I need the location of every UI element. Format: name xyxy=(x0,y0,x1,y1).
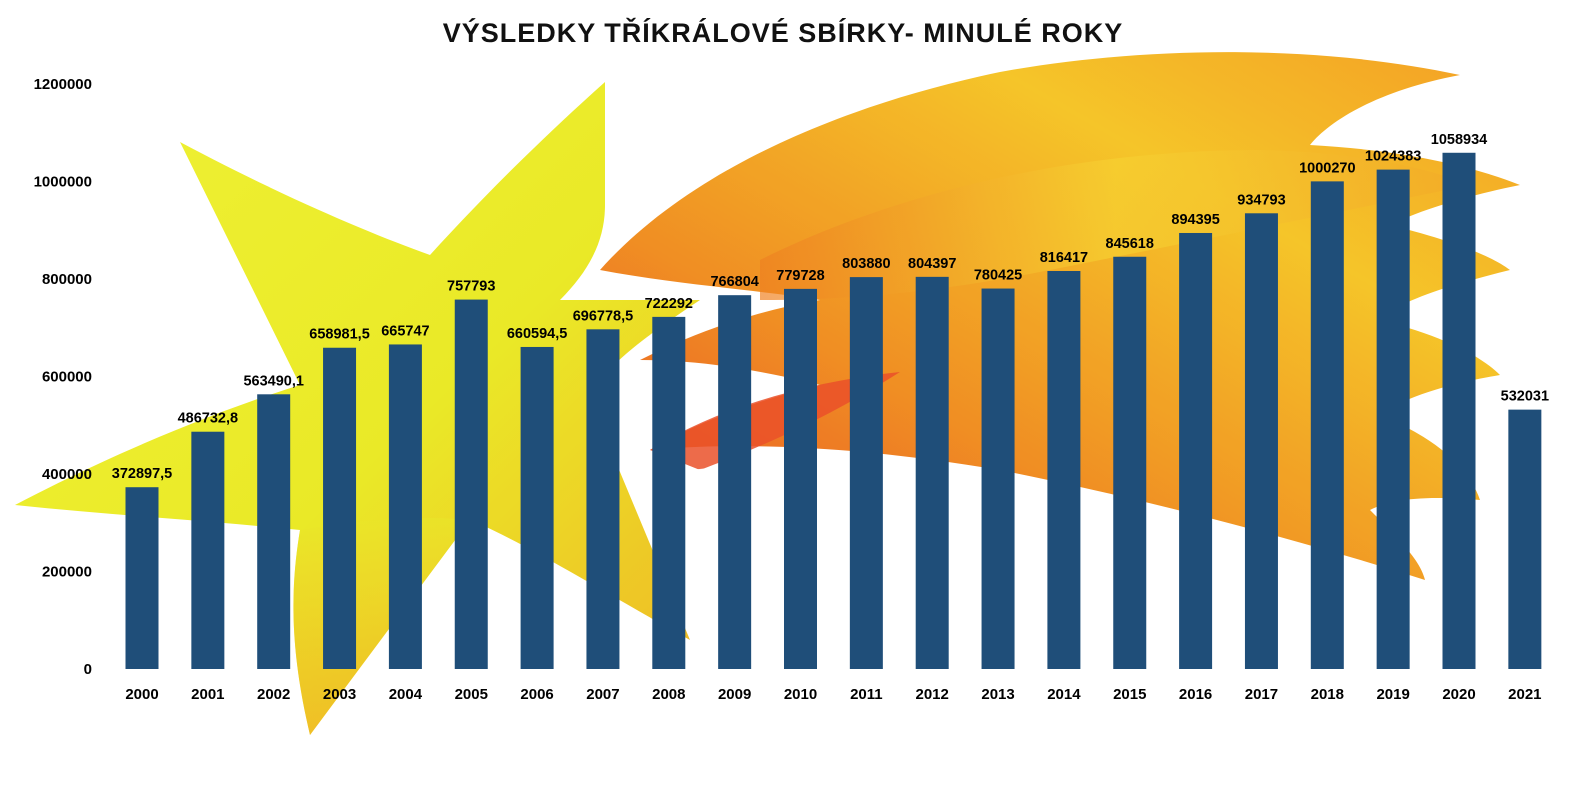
data-label: 696778,5 xyxy=(573,308,633,324)
bar xyxy=(257,394,291,669)
y-tick-label: 200000 xyxy=(42,564,92,581)
bar xyxy=(718,295,752,669)
bar xyxy=(586,329,620,669)
star-shape xyxy=(15,82,700,735)
bar xyxy=(849,277,883,669)
bar xyxy=(1047,270,1081,669)
x-tick-label: 2005 xyxy=(455,686,488,703)
y-tick-label: 800000 xyxy=(42,271,92,288)
x-tick-label: 2019 xyxy=(1376,686,1409,703)
bar xyxy=(652,316,686,669)
data-label: 722292 xyxy=(645,296,693,312)
bar xyxy=(1113,256,1147,669)
data-label: 1024383 xyxy=(1365,149,1421,165)
bars xyxy=(125,152,1542,670)
data-label: 1058934 xyxy=(1431,132,1487,148)
chart-title: VÝSLEDKY TŘÍKRÁLOVÉ SBÍRKY- MINULÉ ROKY xyxy=(443,17,1124,48)
x-tick-label: 2006 xyxy=(520,686,553,703)
data-label: 803880 xyxy=(842,256,890,272)
x-tick-label: 2000 xyxy=(125,686,158,703)
x-tick-label: 2007 xyxy=(586,686,619,703)
x-tick-label: 2010 xyxy=(784,686,817,703)
data-label: 658981,5 xyxy=(309,327,369,343)
x-tick-label: 2012 xyxy=(916,686,949,703)
x-tick-label: 2002 xyxy=(257,686,290,703)
comet-background xyxy=(15,52,1520,735)
data-label: 486732,8 xyxy=(178,411,238,427)
x-tick-label: 2001 xyxy=(191,686,224,703)
bar xyxy=(1179,232,1213,670)
x-tick-label: 2003 xyxy=(323,686,356,703)
data-label: 757793 xyxy=(447,279,495,295)
bar xyxy=(323,347,357,669)
data-label: 532031 xyxy=(1501,389,1549,405)
bar xyxy=(1376,169,1410,669)
bar xyxy=(981,288,1015,669)
bar xyxy=(454,299,488,669)
x-tick-label: 2011 xyxy=(850,686,883,703)
y-axis: 0 200000 400000 600000 800000 1000000 1200000 xyxy=(34,76,92,678)
x-tick-label: 2008 xyxy=(652,686,685,703)
data-label: 563490,1 xyxy=(243,373,303,389)
y-tick-label: 400000 xyxy=(42,466,92,483)
star-shade xyxy=(293,518,470,735)
bar xyxy=(1442,152,1476,670)
bar xyxy=(915,276,949,669)
x-tick-label: 2018 xyxy=(1311,686,1344,703)
y-tick-label: 600000 xyxy=(42,369,92,386)
comet-tail-red xyxy=(650,372,900,470)
x-tick-label: 2014 xyxy=(1047,686,1081,703)
y-tick-label: 1200000 xyxy=(34,76,92,93)
data-label: 779728 xyxy=(776,268,824,284)
data-label: 780425 xyxy=(974,268,1022,284)
data-label: 665747 xyxy=(381,323,429,339)
x-axis: 2000 2001 2002 2003 2004 2005 2006 2007 2008 2009… xyxy=(125,686,1541,703)
y-tick-label: 0 xyxy=(84,661,92,678)
data-label: 934793 xyxy=(1237,192,1285,208)
data-label: 660594,5 xyxy=(507,326,567,342)
data-label: 804397 xyxy=(908,256,956,272)
bar xyxy=(125,487,159,669)
data-label: 766804 xyxy=(710,274,758,290)
data-label: 816417 xyxy=(1040,250,1088,266)
bar xyxy=(388,344,422,669)
data-label: 372897,5 xyxy=(112,466,172,482)
x-tick-label: 2017 xyxy=(1245,686,1278,703)
bar xyxy=(520,346,554,669)
bar xyxy=(191,431,225,669)
x-tick-label: 2004 xyxy=(389,686,423,703)
y-tick-label: 1000000 xyxy=(34,174,92,191)
x-tick-label: 2015 xyxy=(1113,686,1146,703)
bar xyxy=(1508,409,1542,669)
bar xyxy=(1310,181,1344,669)
x-tick-label: 2009 xyxy=(718,686,751,703)
bar xyxy=(1244,213,1278,670)
data-labels: 372897,5 486732,8 563490,1 658981,5 665747 75… xyxy=(112,132,1549,482)
comet-tail-highlight xyxy=(760,150,1470,300)
data-label: 1000270 xyxy=(1299,160,1355,176)
x-tick-label: 2016 xyxy=(1179,686,1212,703)
x-tick-label: 2013 xyxy=(981,686,1014,703)
x-tick-label: 2020 xyxy=(1442,686,1475,703)
bar xyxy=(784,288,817,669)
data-label: 845618 xyxy=(1106,236,1154,252)
data-label: 894395 xyxy=(1171,212,1219,228)
x-tick-label: 2021 xyxy=(1508,686,1541,703)
